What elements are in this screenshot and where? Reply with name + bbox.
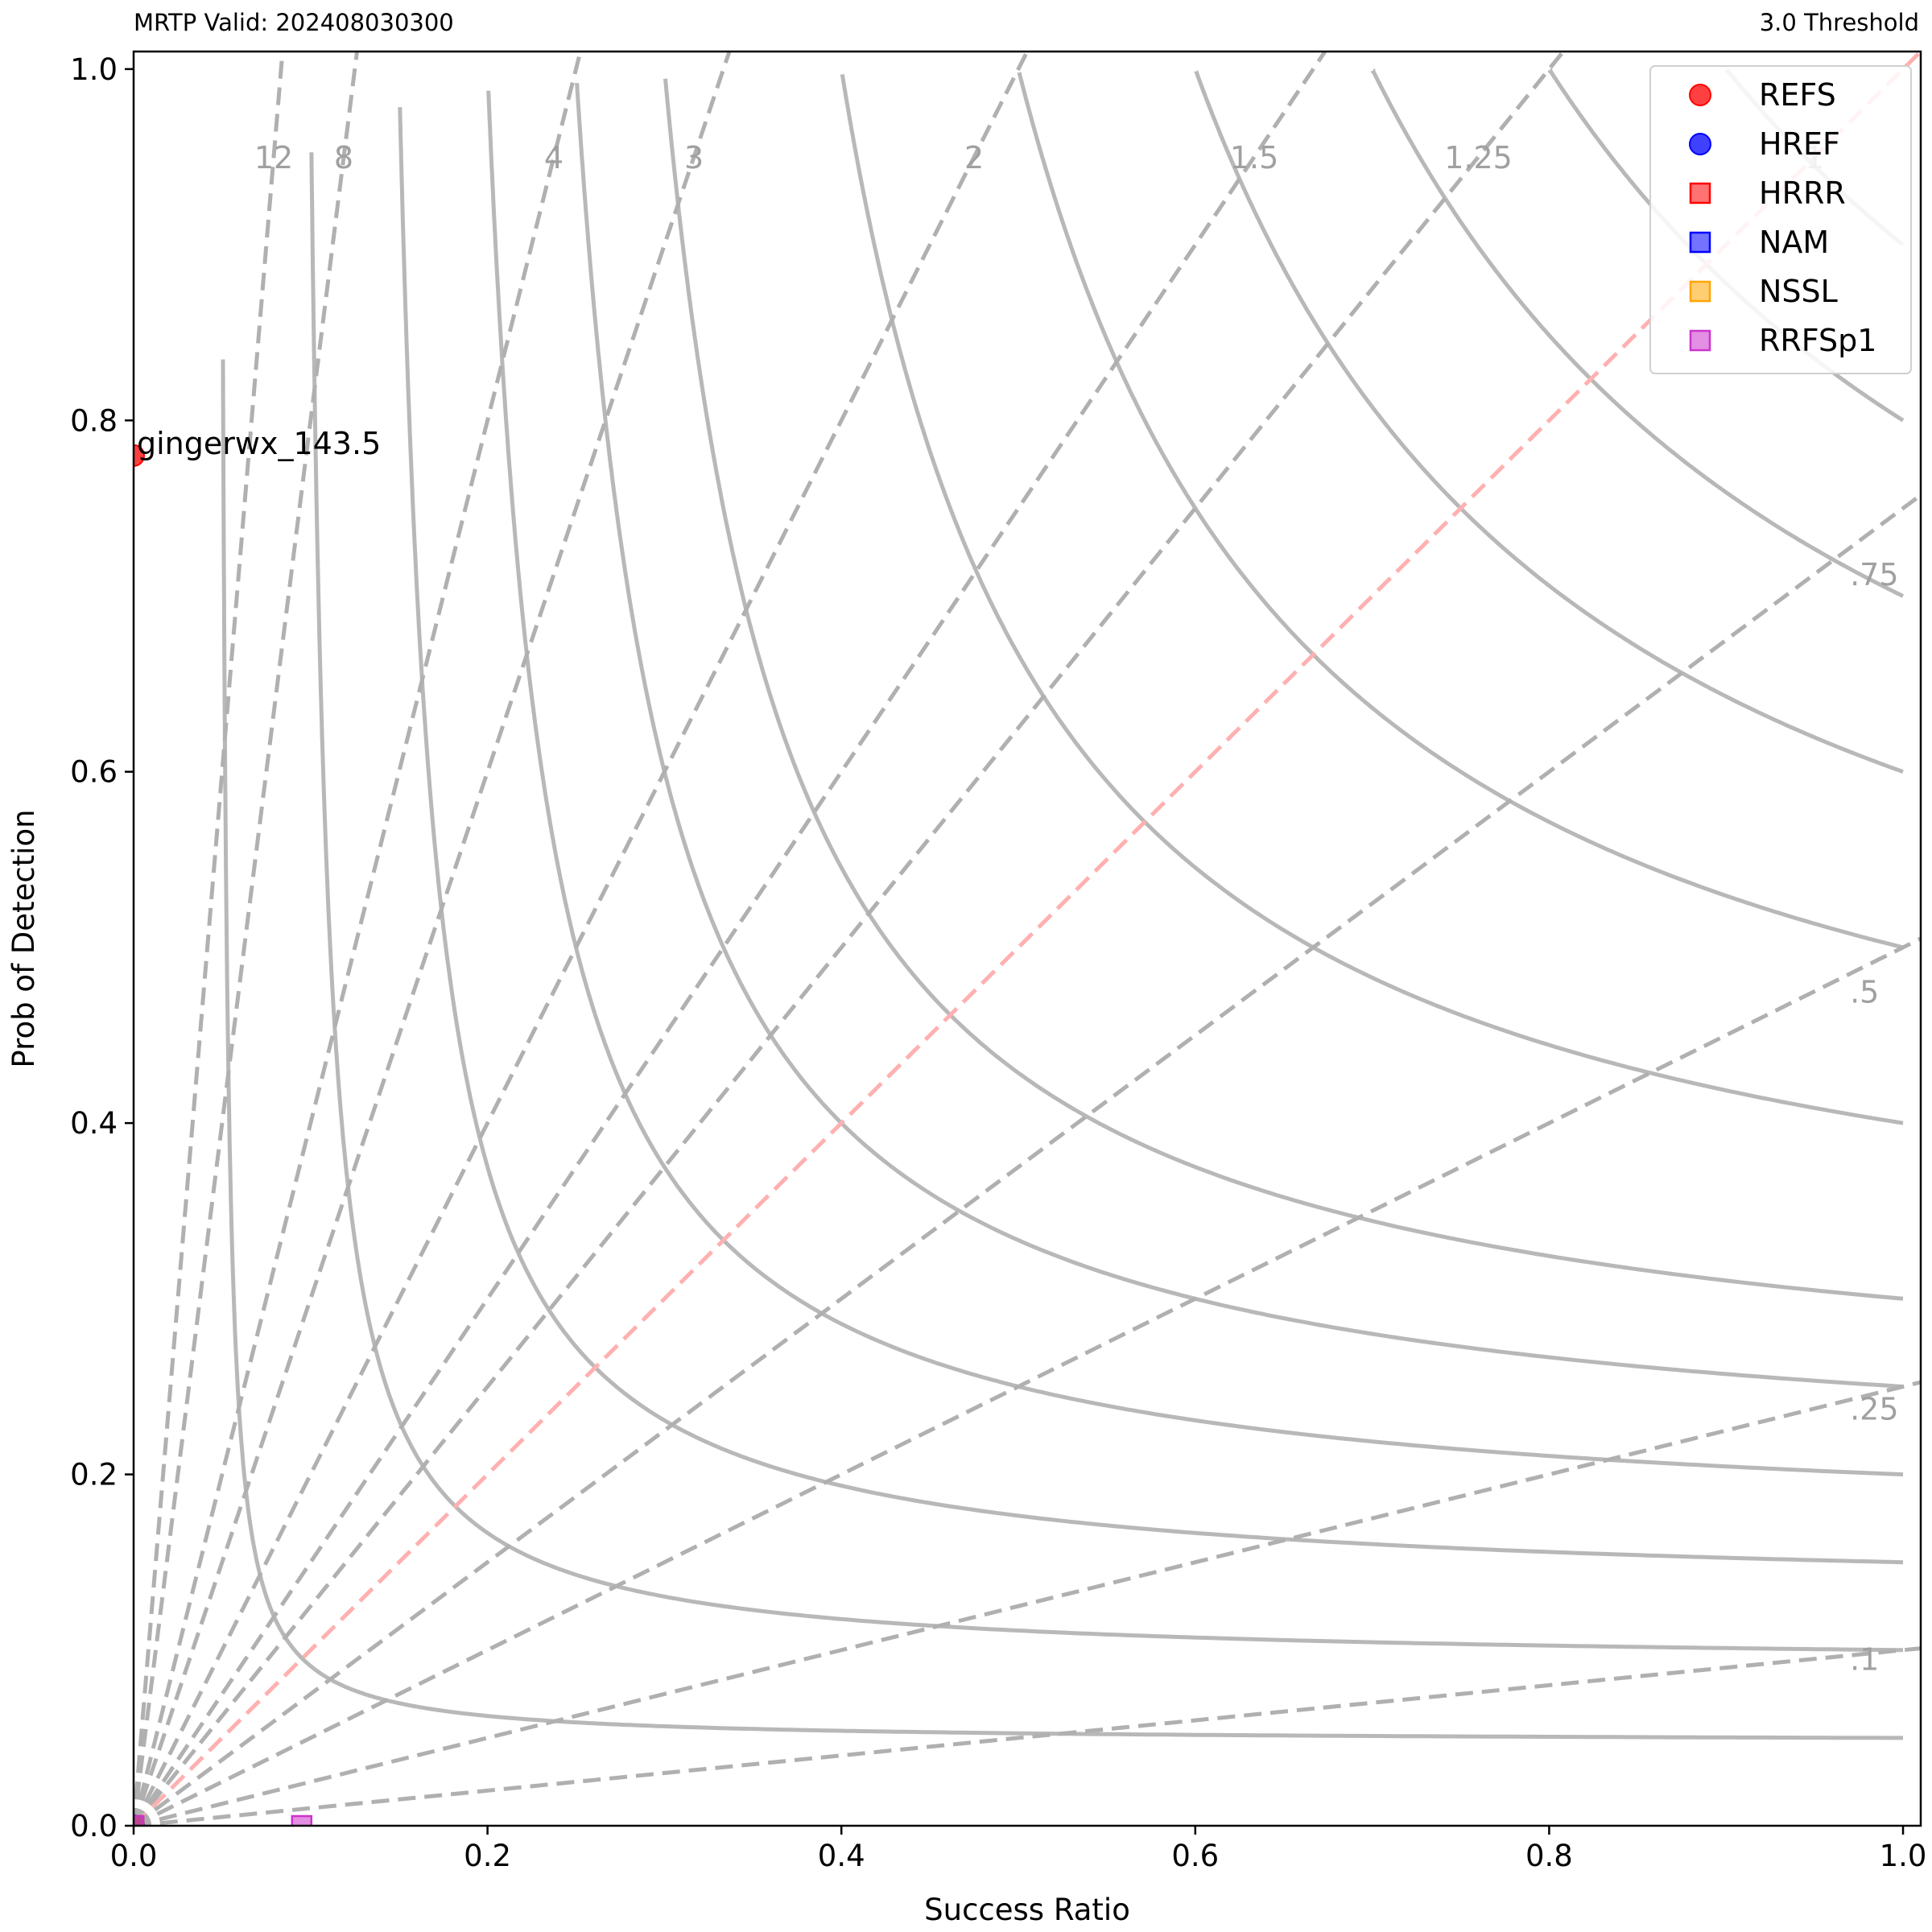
bias-label: 3 — [684, 140, 704, 175]
plot-frame — [132, 50, 1922, 1827]
bias-line — [134, 1646, 1921, 1826]
csi-curve — [663, 78, 1904, 1301]
x-tick-label: 1.0 — [1880, 1839, 1927, 1873]
bias-line — [134, 52, 583, 1826]
y-axis-ticks: 0.0 0.2 0.4 0.6 0.8 1.0 — [70, 52, 134, 1843]
csi-curve — [398, 107, 1904, 1565]
bias-label: .75 — [1850, 557, 1898, 592]
y-tick-label: 0.0 — [70, 1809, 118, 1843]
header-right: 3.0 Threshold — [1760, 9, 1919, 36]
bias-label: 2 — [964, 140, 984, 175]
y-tick-label: 0.8 — [70, 403, 118, 438]
x-axis-label: Success Ratio — [924, 1893, 1130, 1927]
csi-curve — [309, 152, 1904, 1653]
bias-line — [134, 52, 1327, 1826]
x-tick-label: 0.8 — [1525, 1839, 1573, 1873]
data-point — [134, 444, 145, 467]
x-tick-label: 0.2 — [464, 1839, 511, 1873]
csi-curve — [840, 73, 1904, 1125]
y-tick-label: 0.2 — [70, 1458, 118, 1492]
data-point — [134, 1814, 145, 1826]
bias-label: 1.25 — [1444, 140, 1513, 175]
legend-label: HREF — [1759, 126, 1840, 162]
bias-line — [134, 52, 1565, 1826]
legend-marker — [1689, 133, 1711, 155]
bias-line — [134, 52, 285, 1826]
annotation-label: gingerwx_143.5 — [137, 426, 381, 461]
legend-marker — [1689, 329, 1711, 352]
csi-curve — [486, 90, 1904, 1477]
legend-label: HRRR — [1759, 175, 1846, 211]
bias-line — [134, 493, 1921, 1826]
legend-label: RRFSp1 — [1759, 323, 1876, 358]
bias-lines — [134, 52, 1921, 1826]
x-tick-label: 0.0 — [110, 1839, 158, 1873]
csi-curve — [221, 359, 1903, 1740]
bias-line — [134, 52, 1030, 1826]
csi-curve — [575, 83, 1904, 1389]
bias-label: .25 — [1850, 1392, 1898, 1427]
legend-box — [1649, 65, 1912, 374]
legend-marker — [1689, 231, 1711, 254]
bias-label: .1 — [1850, 1642, 1879, 1678]
csi-curve — [1194, 70, 1904, 774]
bias-line — [134, 1380, 1921, 1826]
bias-label: .5 — [1850, 974, 1879, 1009]
bias-label: 12 — [254, 140, 293, 175]
legend-label: NSSL — [1759, 274, 1838, 309]
header-left: MRTP Valid: 202408030300 — [134, 9, 454, 36]
bias-line — [134, 936, 1921, 1826]
y-axis-label: Prob of Detection — [6, 809, 41, 1067]
bias-label: 1.5 — [1230, 140, 1278, 175]
bias-line — [134, 52, 1921, 1826]
x-tick-label: 0.4 — [818, 1839, 865, 1873]
data-markers — [134, 444, 313, 1826]
bias-label: 8 — [334, 140, 353, 175]
csi-curve — [1017, 72, 1904, 950]
legend-label: REFS — [1759, 77, 1836, 113]
x-axis-ticks: 0.0 0.2 0.4 0.6 0.8 1.0 — [110, 1826, 1927, 1873]
data-point — [291, 1814, 313, 1826]
legend-marker — [1689, 84, 1711, 106]
y-tick-label: 0.4 — [70, 1106, 118, 1141]
legend-marker — [1689, 280, 1711, 303]
bias-line — [134, 52, 732, 1826]
legend: REFS HREF HRRR NAM NSSL RRFSp1 — [1649, 65, 1912, 374]
x-tick-label: 0.6 — [1171, 1839, 1219, 1873]
bias-line — [134, 52, 359, 1826]
bias-label: 4 — [544, 140, 564, 175]
legend-marker — [1689, 182, 1711, 204]
y-tick-label: 0.6 — [70, 755, 118, 790]
csi-curve — [1371, 68, 1905, 598]
legend-label: NAM — [1759, 225, 1829, 260]
y-tick-label: 1.0 — [70, 52, 118, 87]
